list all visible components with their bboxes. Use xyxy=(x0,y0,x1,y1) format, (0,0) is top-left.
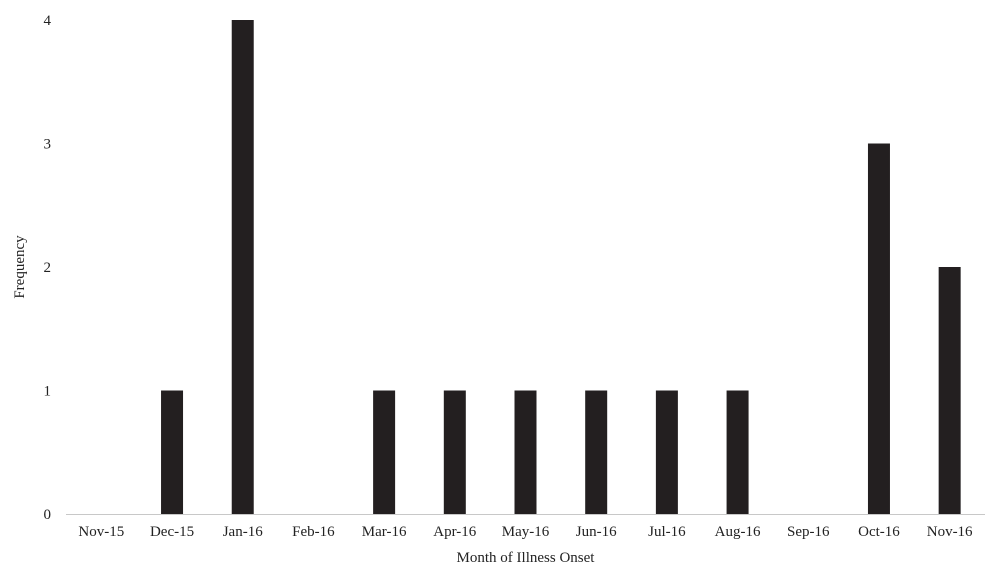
bar xyxy=(373,390,396,514)
y-tick-label: 2 xyxy=(44,260,52,276)
y-axis: 0 1 2 3 4 xyxy=(44,13,52,523)
bar-series xyxy=(161,20,961,514)
x-tick-label: Oct-16 xyxy=(858,524,900,540)
bar xyxy=(585,390,608,514)
bar xyxy=(514,390,537,514)
y-tick-label: 4 xyxy=(44,13,52,29)
bar xyxy=(231,20,254,514)
x-tick-label: Dec-15 xyxy=(150,524,194,540)
bar xyxy=(867,143,890,514)
x-axis: Nov-15 Dec-15 Jan-16 Feb-16 Mar-16 Apr-16 May-… xyxy=(78,524,973,540)
bar xyxy=(938,267,961,514)
x-tick-label: Jun-16 xyxy=(576,524,617,540)
x-tick-label: Mar-16 xyxy=(362,524,407,540)
bar xyxy=(161,390,184,514)
y-tick-label: 0 xyxy=(44,507,52,523)
x-tick-label: Apr-16 xyxy=(433,524,477,540)
bar xyxy=(726,390,749,514)
x-tick-label: Feb-16 xyxy=(292,524,335,540)
bar xyxy=(655,390,678,514)
y-tick-label: 1 xyxy=(44,384,52,400)
y-axis-title: Frequency xyxy=(12,235,28,299)
x-tick-label: Jan-16 xyxy=(223,524,263,540)
x-tick-label: Nov-15 xyxy=(78,524,124,540)
x-tick-label: May-16 xyxy=(502,524,550,540)
bar xyxy=(443,390,466,514)
x-axis-title: Month of Illness Onset xyxy=(457,550,596,566)
x-tick-label: Aug-16 xyxy=(715,524,761,540)
y-tick-label: 3 xyxy=(44,137,52,153)
x-tick-label: Jul-16 xyxy=(648,524,686,540)
x-tick-label: Sep-16 xyxy=(787,524,830,540)
x-tick-label: Nov-16 xyxy=(927,524,973,540)
